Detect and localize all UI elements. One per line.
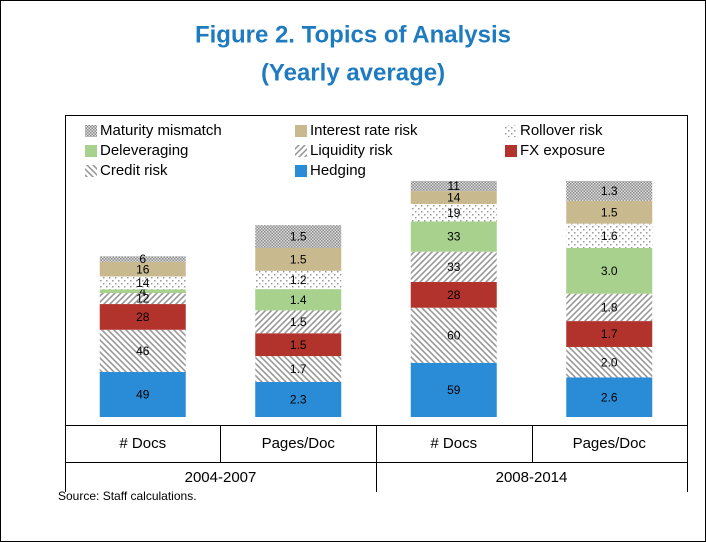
legend-label: Credit risk xyxy=(100,162,168,179)
value-label: 14 xyxy=(447,191,461,205)
bar-segment xyxy=(99,329,186,373)
group-label: 2008-2014 xyxy=(496,469,568,486)
value-label: 59 xyxy=(447,383,461,397)
bar-segment xyxy=(566,200,653,224)
value-label: 1.7 xyxy=(290,362,307,376)
legend-swatch xyxy=(295,145,307,157)
bar-segment xyxy=(255,310,342,334)
legend-label: Deleveraging xyxy=(100,142,188,159)
value-label: 2.6 xyxy=(601,390,618,404)
bar-segment xyxy=(99,304,186,330)
value-label: 33 xyxy=(447,230,461,244)
bar-segment xyxy=(255,356,342,382)
bar-segment xyxy=(99,289,186,294)
bar-segment xyxy=(99,293,186,305)
legend-label: Maturity mismatch xyxy=(100,122,222,139)
bar-segment xyxy=(410,251,497,283)
chart-title: Figure 2. Topics of Analysis xyxy=(195,21,511,48)
value-label: 19 xyxy=(447,206,461,220)
value-label: 46 xyxy=(136,344,150,358)
bar-segment xyxy=(566,293,653,322)
value-label: 1.2 xyxy=(290,273,307,287)
value-label: 11 xyxy=(448,179,461,193)
value-label: 1.5 xyxy=(601,205,618,219)
value-label: 3.0 xyxy=(601,264,618,278)
bar-segment xyxy=(255,247,342,271)
bar-segment xyxy=(566,377,653,417)
bar-segment xyxy=(255,270,342,290)
value-label: 2.3 xyxy=(290,393,307,407)
legend-swatch xyxy=(85,125,97,137)
value-label: 1.5 xyxy=(290,315,307,329)
legend-label: Liquidity risk xyxy=(310,142,393,159)
bar-segment xyxy=(566,346,653,378)
bar-segment xyxy=(410,307,497,363)
x-tick-label: # Docs xyxy=(430,435,477,452)
legend-label: Interest rate risk xyxy=(310,122,418,139)
x-tick-label: Pages/Doc xyxy=(573,435,647,452)
value-label: 4 xyxy=(139,284,146,298)
value-label: 33 xyxy=(447,260,461,274)
value-label: 1.5 xyxy=(290,230,307,244)
plot-frame xyxy=(65,115,688,492)
value-label: 28 xyxy=(447,288,461,302)
value-label: 1.6 xyxy=(601,229,618,243)
bar-segment xyxy=(99,256,186,262)
value-label: 12 xyxy=(136,292,150,306)
legend-swatch xyxy=(505,145,517,157)
bar-segment xyxy=(566,181,653,201)
legend-swatch xyxy=(85,165,97,177)
bar-segment xyxy=(255,225,342,248)
x-tick-label: # Docs xyxy=(119,435,166,452)
value-label: 1.7 xyxy=(601,327,618,341)
value-label: 16 xyxy=(136,262,150,276)
legend-swatch xyxy=(295,125,307,137)
value-label: 28 xyxy=(136,310,150,324)
bar-segment xyxy=(410,362,497,417)
bar-segment xyxy=(566,223,653,248)
bar-segment xyxy=(410,191,497,204)
chart-subtitle: (Yearly average) xyxy=(261,59,445,86)
source-note: Source: Staff calculations. xyxy=(58,489,197,503)
legend-label: FX exposure xyxy=(520,142,605,159)
group-label: 2004-2007 xyxy=(185,469,257,486)
value-label: 49 xyxy=(136,388,150,402)
legend-swatch xyxy=(85,145,97,157)
value-label: 1.5 xyxy=(290,253,307,267)
value-label: 1.5 xyxy=(290,338,307,352)
bar-segment xyxy=(566,247,653,294)
bar-segment xyxy=(566,321,653,347)
legend-swatch xyxy=(295,165,307,177)
value-label: 14 xyxy=(136,276,150,290)
x-tick-label: Pages/Doc xyxy=(262,435,336,452)
bar-segment xyxy=(255,381,342,417)
value-label: 60 xyxy=(447,328,461,342)
bar-segment xyxy=(255,289,342,311)
bar-segment xyxy=(99,261,186,277)
legend-label: Rollover risk xyxy=(520,122,603,139)
value-label: 1.8 xyxy=(601,301,618,315)
legend-label: Hedging xyxy=(310,162,366,179)
bar-segment xyxy=(410,282,497,308)
value-label: 6 xyxy=(139,252,146,266)
bar-segment xyxy=(255,333,342,357)
bar-segment xyxy=(410,221,497,252)
bar-segment xyxy=(410,181,497,192)
legend-swatch xyxy=(505,125,517,137)
value-label: 1.4 xyxy=(290,293,307,307)
value-label: 1.3 xyxy=(601,184,618,198)
value-label: 2.0 xyxy=(601,355,618,369)
bar-segment xyxy=(99,372,186,417)
bar-segment xyxy=(410,203,497,222)
bar-segment xyxy=(99,276,186,290)
